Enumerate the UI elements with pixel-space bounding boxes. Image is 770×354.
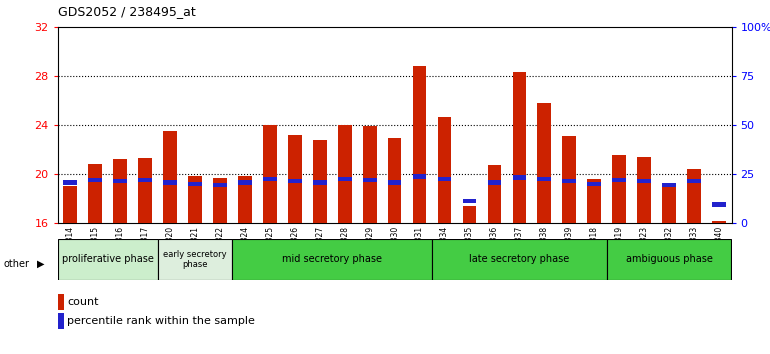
Bar: [562, 136, 576, 223]
Text: late secretory phase: late secretory phase: [469, 254, 570, 264]
Bar: [687, 179, 701, 183]
Bar: [113, 159, 127, 223]
Bar: [638, 179, 651, 183]
Bar: [612, 178, 626, 182]
Text: early secretory
phase: early secretory phase: [163, 250, 227, 269]
Bar: [263, 177, 276, 181]
Text: count: count: [67, 297, 99, 307]
Bar: [463, 206, 477, 223]
Bar: [588, 179, 601, 223]
Bar: [687, 169, 701, 223]
Bar: [588, 182, 601, 186]
Bar: [513, 72, 526, 223]
Bar: [213, 178, 227, 223]
Bar: [712, 202, 726, 207]
Bar: [158, 239, 233, 280]
Bar: [238, 180, 252, 185]
Bar: [413, 66, 427, 223]
Bar: [662, 183, 676, 187]
Bar: [288, 135, 302, 223]
Text: other: other: [4, 259, 30, 269]
Bar: [188, 182, 202, 186]
Bar: [313, 180, 326, 185]
Bar: [463, 199, 477, 203]
Bar: [432, 239, 607, 280]
Bar: [437, 118, 451, 223]
Bar: [413, 174, 427, 178]
Bar: [562, 179, 576, 183]
Bar: [388, 138, 401, 223]
Bar: [363, 178, 377, 182]
Bar: [89, 164, 102, 223]
Bar: [612, 155, 626, 223]
Bar: [113, 179, 127, 183]
Bar: [163, 180, 177, 185]
Bar: [537, 177, 551, 181]
Bar: [213, 183, 227, 187]
Text: percentile rank within the sample: percentile rank within the sample: [67, 316, 255, 326]
Bar: [662, 185, 676, 223]
Bar: [63, 180, 77, 185]
Bar: [363, 126, 377, 223]
Bar: [139, 158, 152, 223]
Text: ambiguous phase: ambiguous phase: [626, 254, 712, 264]
Bar: [263, 125, 276, 223]
Bar: [163, 131, 177, 223]
Bar: [607, 239, 731, 280]
Bar: [338, 177, 352, 181]
Bar: [233, 239, 432, 280]
Bar: [89, 178, 102, 182]
Text: proliferative phase: proliferative phase: [62, 254, 153, 264]
Bar: [338, 125, 352, 223]
Bar: [437, 177, 451, 181]
Bar: [238, 176, 252, 223]
Bar: [139, 178, 152, 182]
Bar: [63, 186, 77, 223]
Bar: [188, 176, 202, 223]
Bar: [58, 239, 158, 280]
Bar: [313, 139, 326, 223]
Bar: [638, 157, 651, 223]
Bar: [487, 180, 501, 185]
Bar: [513, 176, 526, 180]
Bar: [388, 180, 401, 185]
Text: ▶: ▶: [37, 259, 45, 269]
Bar: [288, 179, 302, 183]
Bar: [537, 103, 551, 223]
Text: GDS2052 / 238495_at: GDS2052 / 238495_at: [58, 5, 196, 18]
Bar: [712, 221, 726, 223]
Bar: [487, 165, 501, 223]
Text: mid secretory phase: mid secretory phase: [283, 254, 382, 264]
